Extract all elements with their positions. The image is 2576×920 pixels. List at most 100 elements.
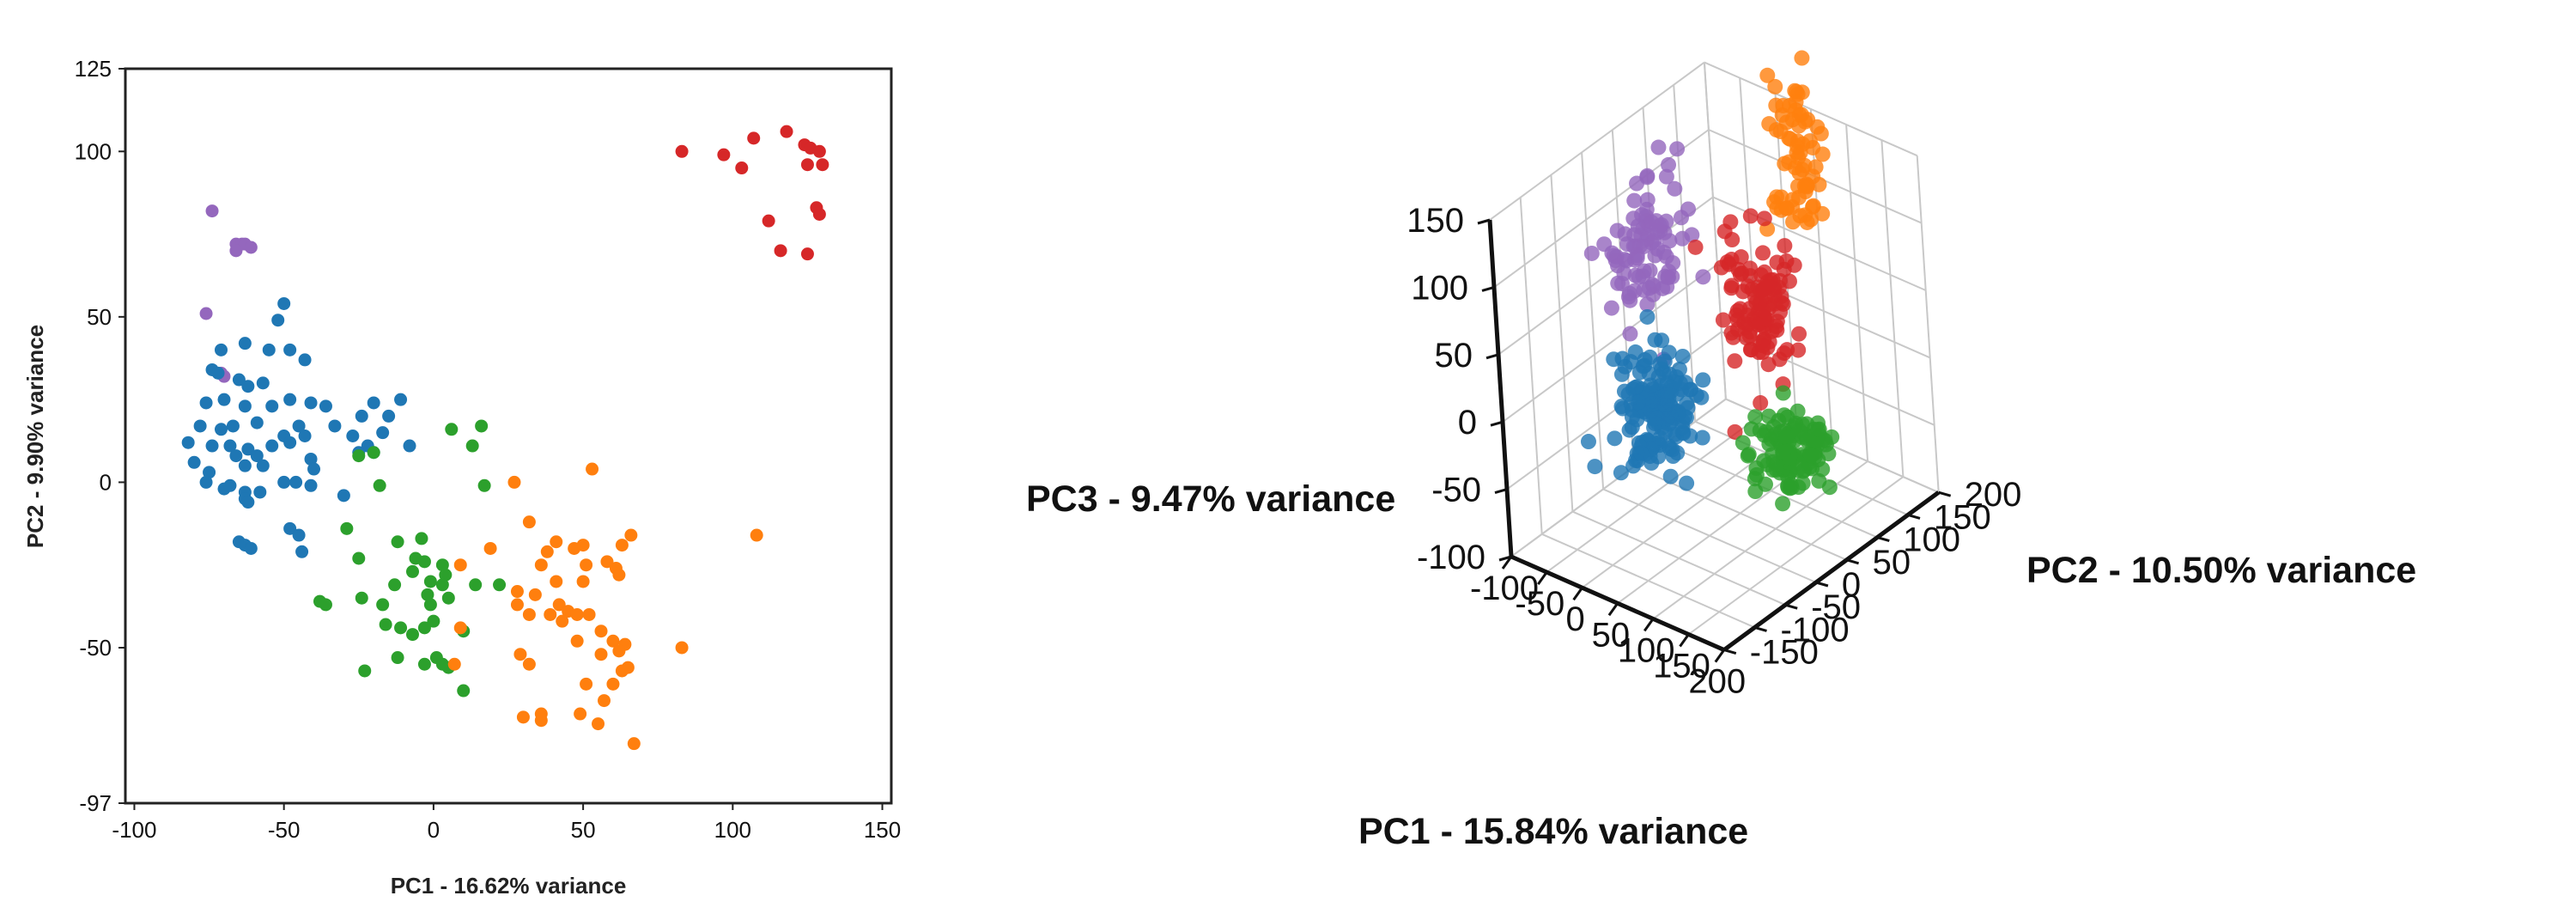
data-point-blue bbox=[232, 373, 246, 387]
data-point-green bbox=[469, 578, 483, 592]
grid-group bbox=[1489, 61, 1940, 651]
data-point-orange bbox=[453, 558, 467, 572]
data-point-green bbox=[373, 478, 386, 492]
data-point-red bbox=[1722, 214, 1739, 230]
data-point-purple bbox=[1622, 326, 1638, 342]
data-point-blue bbox=[199, 396, 213, 410]
y-tick-label: 150 bbox=[1934, 498, 1991, 536]
data-point-red bbox=[1742, 260, 1759, 277]
data-point-green bbox=[1778, 430, 1795, 446]
data-point-purple bbox=[1658, 248, 1674, 265]
z-tick-label: 0 bbox=[1458, 404, 1477, 442]
data-point-green bbox=[1757, 476, 1773, 492]
data-point-orange bbox=[576, 575, 590, 588]
data-point-orange bbox=[510, 585, 524, 599]
data-point-orange bbox=[516, 710, 530, 724]
data-point-red bbox=[1727, 423, 1743, 440]
x-tick-label: 150 bbox=[1653, 648, 1710, 685]
data-point-red bbox=[747, 131, 761, 145]
data-point-blue bbox=[223, 439, 237, 453]
data-point-blue bbox=[181, 436, 195, 449]
y-tick-label: 125 bbox=[75, 56, 112, 82]
data-point-orange bbox=[594, 625, 608, 638]
pca-2d-scatter-plot: -100 -50 0 50 100 150 125 100 50 0 -50 -97 PC1 - 16… bbox=[22, 56, 901, 899]
grid-line bbox=[1546, 413, 1762, 573]
data-point-blue bbox=[241, 380, 255, 393]
data-point-blue bbox=[265, 399, 279, 413]
data-point-green bbox=[406, 628, 419, 642]
data-point-blue bbox=[295, 545, 309, 558]
data-point-red bbox=[800, 247, 814, 261]
data-point-purple bbox=[1603, 300, 1619, 316]
z-tick-mark bbox=[1485, 353, 1499, 360]
data-point-blue bbox=[1621, 422, 1637, 438]
grid-line bbox=[1704, 61, 1918, 157]
data-point-green bbox=[465, 439, 479, 453]
y-tick-label: -100 bbox=[1781, 611, 1850, 649]
data-point-blue bbox=[1607, 430, 1623, 447]
y-tick-label: 100 bbox=[75, 138, 112, 164]
grid-line bbox=[1845, 124, 1869, 462]
y-tick-mark bbox=[1876, 536, 1890, 543]
data-point-blue bbox=[1639, 308, 1656, 325]
data-point-orange bbox=[594, 648, 608, 661]
data-point-green bbox=[391, 535, 404, 549]
y-tick-label: -50 bbox=[79, 635, 112, 661]
data-point-blue bbox=[241, 442, 255, 456]
data-point-green bbox=[1791, 423, 1807, 439]
data-point-red bbox=[1727, 353, 1743, 369]
data-point-blue bbox=[1674, 348, 1691, 364]
data-point-red bbox=[1790, 342, 1807, 358]
data-point-orange bbox=[544, 607, 557, 621]
z-tick-mark bbox=[1477, 218, 1491, 225]
z-tick-mark bbox=[1490, 420, 1504, 427]
data-point-green bbox=[427, 614, 440, 628]
data-point-blue bbox=[307, 462, 321, 476]
data-point-blue bbox=[265, 439, 279, 453]
data-point-purple bbox=[1635, 239, 1651, 255]
data-point-orange bbox=[1778, 200, 1795, 216]
data-point-blue bbox=[1693, 389, 1710, 405]
data-point-green bbox=[352, 551, 366, 565]
data-point-green bbox=[319, 598, 332, 612]
data-point-green bbox=[340, 521, 354, 535]
x-tick-mark bbox=[1572, 587, 1583, 601]
grid-line bbox=[1673, 84, 1697, 422]
data-point-orange bbox=[453, 621, 467, 635]
y-tick-mark bbox=[1754, 625, 1767, 632]
data-point-orange bbox=[1792, 208, 1808, 224]
data-point-blue bbox=[328, 419, 342, 433]
data-point-blue bbox=[1679, 475, 1695, 491]
data-point-green bbox=[358, 664, 372, 678]
data-point-orange bbox=[615, 539, 629, 552]
data-point-purple bbox=[229, 244, 243, 258]
data-point-purple bbox=[199, 307, 213, 320]
data-point-green bbox=[1795, 475, 1811, 491]
grid-line bbox=[1916, 155, 1940, 493]
data-point-blue bbox=[241, 496, 255, 509]
y-axis-label: PC2 - 10.50% variance bbox=[2026, 550, 2416, 591]
data-point-orange bbox=[1759, 67, 1776, 83]
data-point-red bbox=[780, 125, 793, 138]
points-group bbox=[181, 125, 829, 751]
data-point-orange bbox=[574, 707, 587, 721]
z-axis-line bbox=[1487, 219, 1514, 557]
data-point-purple bbox=[1664, 269, 1680, 285]
data-point-blue bbox=[1580, 434, 1596, 450]
data-point-blue bbox=[283, 436, 297, 449]
data-point-red bbox=[762, 214, 775, 228]
data-point-orange bbox=[534, 558, 548, 572]
x-tick-label: 0 bbox=[428, 817, 440, 843]
data-point-red bbox=[812, 144, 826, 158]
data-point-red bbox=[1733, 249, 1749, 265]
y-tick-label: -97 bbox=[79, 790, 112, 816]
data-point-green bbox=[1747, 409, 1764, 425]
data-point-green bbox=[1760, 408, 1777, 424]
x-tick-mark bbox=[1607, 602, 1619, 617]
data-point-orange bbox=[1811, 176, 1827, 192]
data-point-purple bbox=[1583, 245, 1600, 261]
grid-line bbox=[1489, 61, 1705, 221]
data-point-blue bbox=[382, 409, 396, 423]
data-point-blue bbox=[217, 393, 231, 406]
grid-line bbox=[1739, 77, 1763, 415]
